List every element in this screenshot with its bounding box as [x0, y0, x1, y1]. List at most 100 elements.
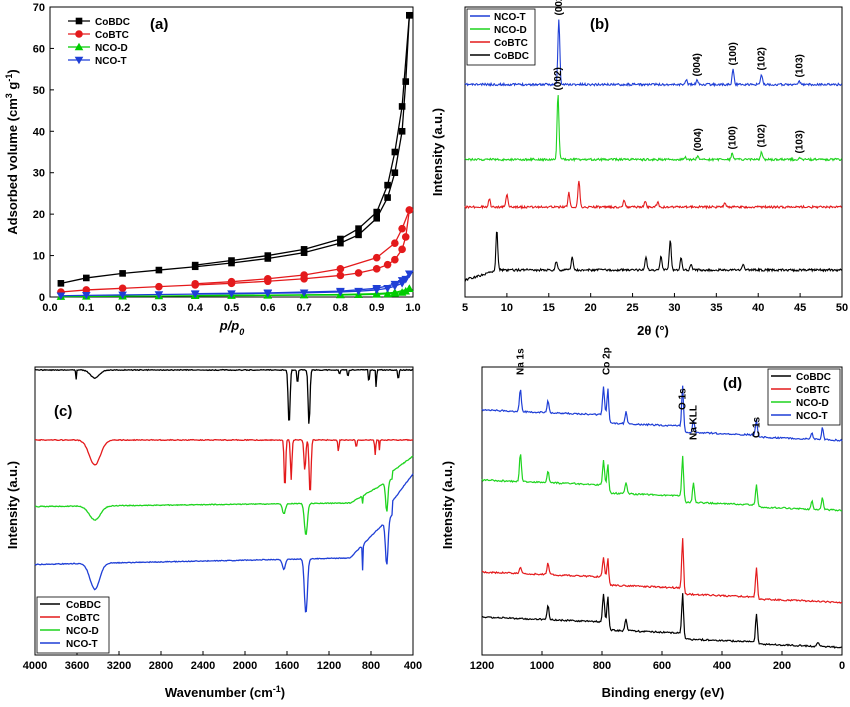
y-tick-label: 0 — [39, 292, 45, 304]
x-tick-label: 35 — [710, 302, 722, 314]
legend-label: CoBDC — [95, 17, 130, 28]
y-tick-label: 50 — [33, 85, 45, 97]
x-tick-label: 25 — [626, 302, 638, 314]
legend-label: NCO-D — [494, 25, 527, 36]
legend-label: CoBDC — [796, 372, 831, 383]
peak-annotation: Na 1s — [515, 348, 526, 375]
data-point — [354, 287, 363, 296]
legend-label: NCO-D — [796, 398, 829, 409]
peak-annotation: Na KLL — [689, 405, 700, 440]
y-tick-label: 60 — [33, 43, 45, 55]
legend-label: CoBTC — [66, 613, 100, 624]
y-axis-label: Adsorbed volume (cm3 g-1) — [4, 69, 20, 234]
x-tick-label: 0.6 — [260, 302, 275, 314]
x-tick-label: 40 — [752, 302, 764, 314]
data-point — [406, 11, 413, 19]
legend-label: CoBDC — [494, 51, 529, 62]
data-point — [228, 257, 235, 264]
plot-frame — [464, 6, 843, 298]
data-point — [337, 235, 344, 243]
peak-annotation: (100) — [727, 126, 738, 149]
data-point — [390, 288, 400, 296]
data-point — [155, 266, 163, 274]
y-tick-label: 70 — [33, 2, 45, 14]
data-point — [191, 279, 199, 288]
panel-c: 4000 3600 3200 2800 2400 2000 1600 1200 800 400 Co… — [5, 366, 422, 700]
data-point — [300, 249, 308, 256]
x-tick-label: 0.5 — [224, 302, 239, 314]
spectrum-cobtc — [35, 438, 414, 491]
x-tick-label: 1000 — [530, 660, 554, 672]
x-tick-label: 1600 — [275, 660, 299, 672]
series-cobdc — [57, 11, 413, 287]
x-tick-label: 0.3 — [151, 302, 166, 314]
data-point — [372, 265, 381, 273]
pattern-nco-d — [464, 95, 843, 163]
peak-annotation: O 1s — [678, 388, 689, 410]
x-tick-label: 0.9 — [369, 302, 384, 314]
x-axis-label: Binding energy (eV) — [602, 685, 725, 700]
peak-annotation: (103) — [794, 130, 805, 153]
data-point — [383, 260, 392, 269]
data-point — [401, 286, 411, 295]
y-axis-label: Intensity (a.u.) — [440, 461, 455, 549]
x-tick-label: 4000 — [23, 660, 47, 672]
peak-annotation: (002) — [554, 0, 565, 16]
x-tick-label: 800 — [362, 660, 380, 672]
data-point — [155, 282, 163, 291]
data-point — [119, 270, 126, 277]
peak-annotation: Co 2p — [602, 347, 613, 375]
data-point — [391, 255, 399, 264]
legend: NCO-T NCO-D CoBTC CoBDC — [466, 8, 536, 66]
x-tick-label: 0 — [839, 660, 845, 672]
spectrum-nco-d — [481, 454, 843, 512]
x-tick-label: 3600 — [65, 660, 89, 672]
x-tick-label: 400 — [713, 660, 731, 672]
data-point — [397, 277, 407, 285]
data-point — [354, 269, 363, 277]
data-point — [373, 208, 380, 216]
y-tick-label: 30 — [33, 168, 45, 180]
series-cobtc — [57, 206, 414, 296]
data-point — [398, 127, 406, 135]
data-point — [391, 148, 399, 156]
data-point — [227, 290, 236, 298]
data-point — [75, 17, 83, 25]
data-point — [154, 291, 164, 299]
data-point — [336, 271, 345, 280]
spectrum-nco-t — [481, 385, 843, 442]
x-tick-label: 800 — [593, 660, 611, 672]
data-point — [405, 270, 414, 279]
data-point — [384, 181, 391, 189]
data-point — [336, 265, 345, 273]
x-tick-label: 50 — [836, 302, 848, 314]
x-tick-label: 0.1 — [79, 302, 94, 314]
spectrum-cobdc — [481, 593, 843, 649]
x-tick-label: 2400 — [191, 660, 215, 672]
peak-annotation: (102) — [757, 124, 768, 147]
data-point — [391, 169, 399, 177]
data-point — [372, 253, 381, 262]
data-point — [57, 280, 65, 287]
data-point — [401, 233, 410, 241]
x-tick-label: 0.7 — [296, 302, 311, 314]
y-tick-label: 20 — [33, 209, 45, 221]
x-tick-label: 1200 — [470, 660, 494, 672]
legend-label: NCO-T — [66, 639, 98, 650]
x-tick-label: 0.0 — [42, 302, 57, 314]
pattern-nco-t — [464, 19, 843, 88]
data-point — [264, 274, 272, 283]
data-point — [398, 245, 406, 254]
x-tick-label: 0.2 — [115, 302, 130, 314]
plot-frame — [34, 366, 414, 656]
pattern-cobdc — [464, 231, 843, 282]
panel-a: 0.0 0.1 0.2 0.3 0.4 0.5 0.6 0.7 0.8 0.9 1.0 0 10 20 30… — [4, 2, 421, 337]
x-tick-label: 15 — [543, 302, 555, 314]
x-axis-label: 2θ (°) — [637, 323, 669, 338]
x-axis-label: Wavenumber (cm-1) — [165, 684, 285, 700]
data-point — [405, 206, 414, 214]
spectrum-nco-t — [34, 473, 414, 613]
data-point — [337, 239, 344, 247]
data-point — [355, 225, 362, 232]
data-point — [56, 292, 66, 301]
